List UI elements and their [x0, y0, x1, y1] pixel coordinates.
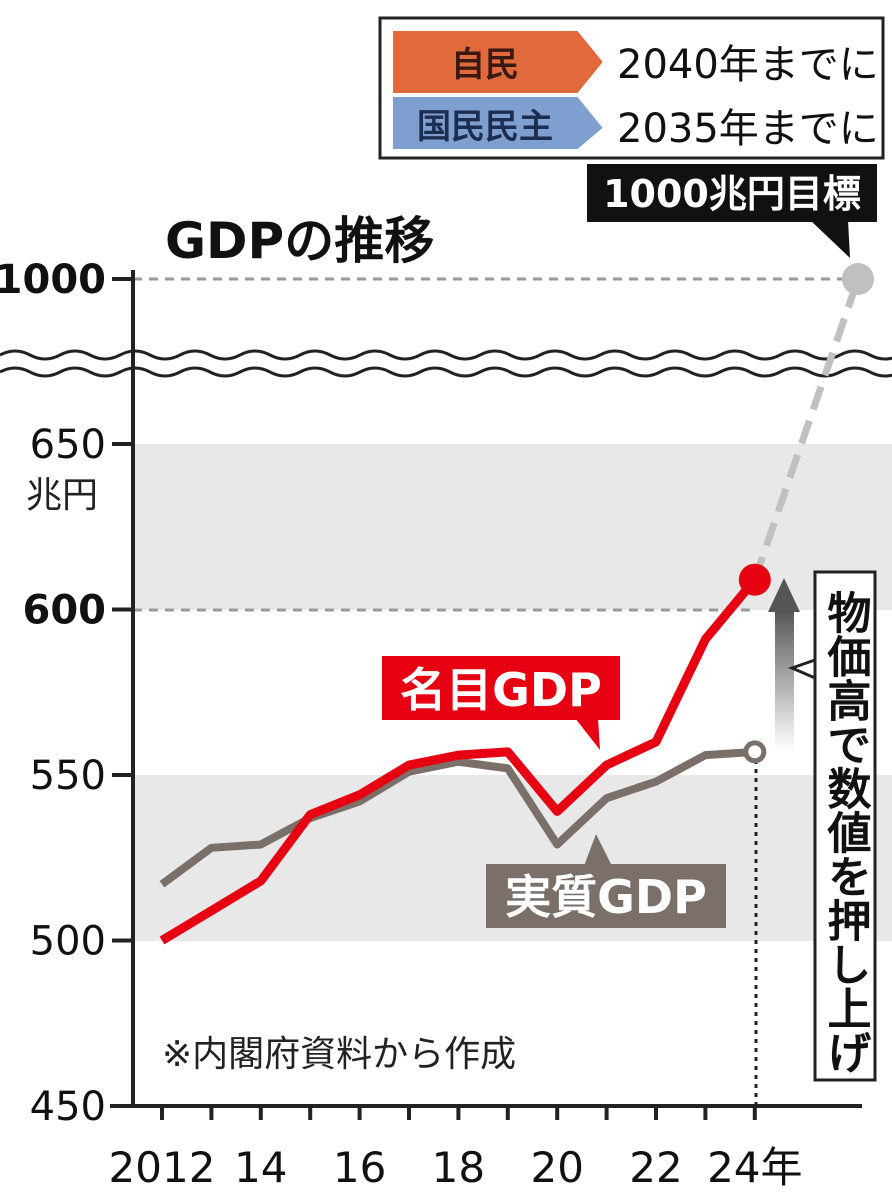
series-layer: 名目GDP 実質GDP [159, 263, 874, 945]
series-label-real: 実質GDP [505, 870, 707, 924]
legend: 自民 2040年までに 国民民主 2035年までに [378, 16, 885, 160]
series-label-nominal: 名目GDP [400, 663, 602, 717]
legend-item-jimin: 自民 2040年までに [391, 29, 879, 95]
nominal-label-box [382, 656, 620, 720]
series-line-real [159, 747, 756, 888]
y-tick-label: 1000 [0, 257, 106, 303]
nominal-label-pointer [575, 718, 600, 750]
inflation-note-box: 物価高で数値を押し上げ [787, 570, 877, 1082]
source-note: ※内閣府資料から作成 [162, 1034, 516, 1075]
target-label: 1000兆円目標 [603, 172, 861, 216]
legend-item-kokumin: 国民民主 2035年までに [391, 95, 879, 152]
y-tick-label: 500 [30, 919, 106, 965]
legend-party-kokumin: 国民民主 [417, 107, 553, 147]
x-ticks: 2012 14 16 18 20 22 24年 [109, 1106, 803, 1192]
legend-text-jimin: 2040年までに [617, 42, 879, 88]
x-tick-label: 22 [629, 1143, 682, 1192]
legend-tag-kokumin [391, 95, 606, 151]
y-tick-label: 600 [23, 588, 107, 634]
chart-title: GDPの推移 [165, 212, 434, 270]
legend-tag-jimin [391, 29, 606, 95]
real-end-point [743, 740, 767, 764]
x-tick-label: 20 [530, 1143, 583, 1192]
y-tick-label: 550 [30, 753, 106, 799]
x-tick-label: 18 [432, 1143, 485, 1192]
y-tick-label: 650 [30, 422, 106, 468]
y-tick-label: 450 [30, 1084, 106, 1130]
y-ticks: 450 500 550 600 650 1000 [0, 257, 133, 1130]
target-point [842, 263, 874, 295]
legend-text-kokumin: 2035年までに [617, 106, 879, 152]
nominal-end-point [738, 563, 771, 596]
inflation-note: 物価高で数値を押し上げ [820, 590, 873, 1074]
band-600-650 [133, 444, 892, 610]
x-tick-label: 16 [333, 1143, 386, 1192]
real-label-pointer [584, 834, 612, 866]
x-tick-label: 2012 [109, 1143, 216, 1192]
y-unit-label: 兆円 [26, 475, 98, 516]
real-label-box [486, 864, 726, 928]
projection-line [751, 277, 862, 581]
target-callout: 1000兆円目標 [587, 164, 877, 258]
x-tick-label: 24年 [707, 1143, 802, 1192]
legend-party-jimin: 自民 [451, 45, 519, 85]
axis-break [0, 349, 892, 378]
inflation-arrow [768, 578, 800, 750]
series-line-nominal [159, 576, 759, 945]
x-tick-label: 14 [234, 1143, 287, 1192]
